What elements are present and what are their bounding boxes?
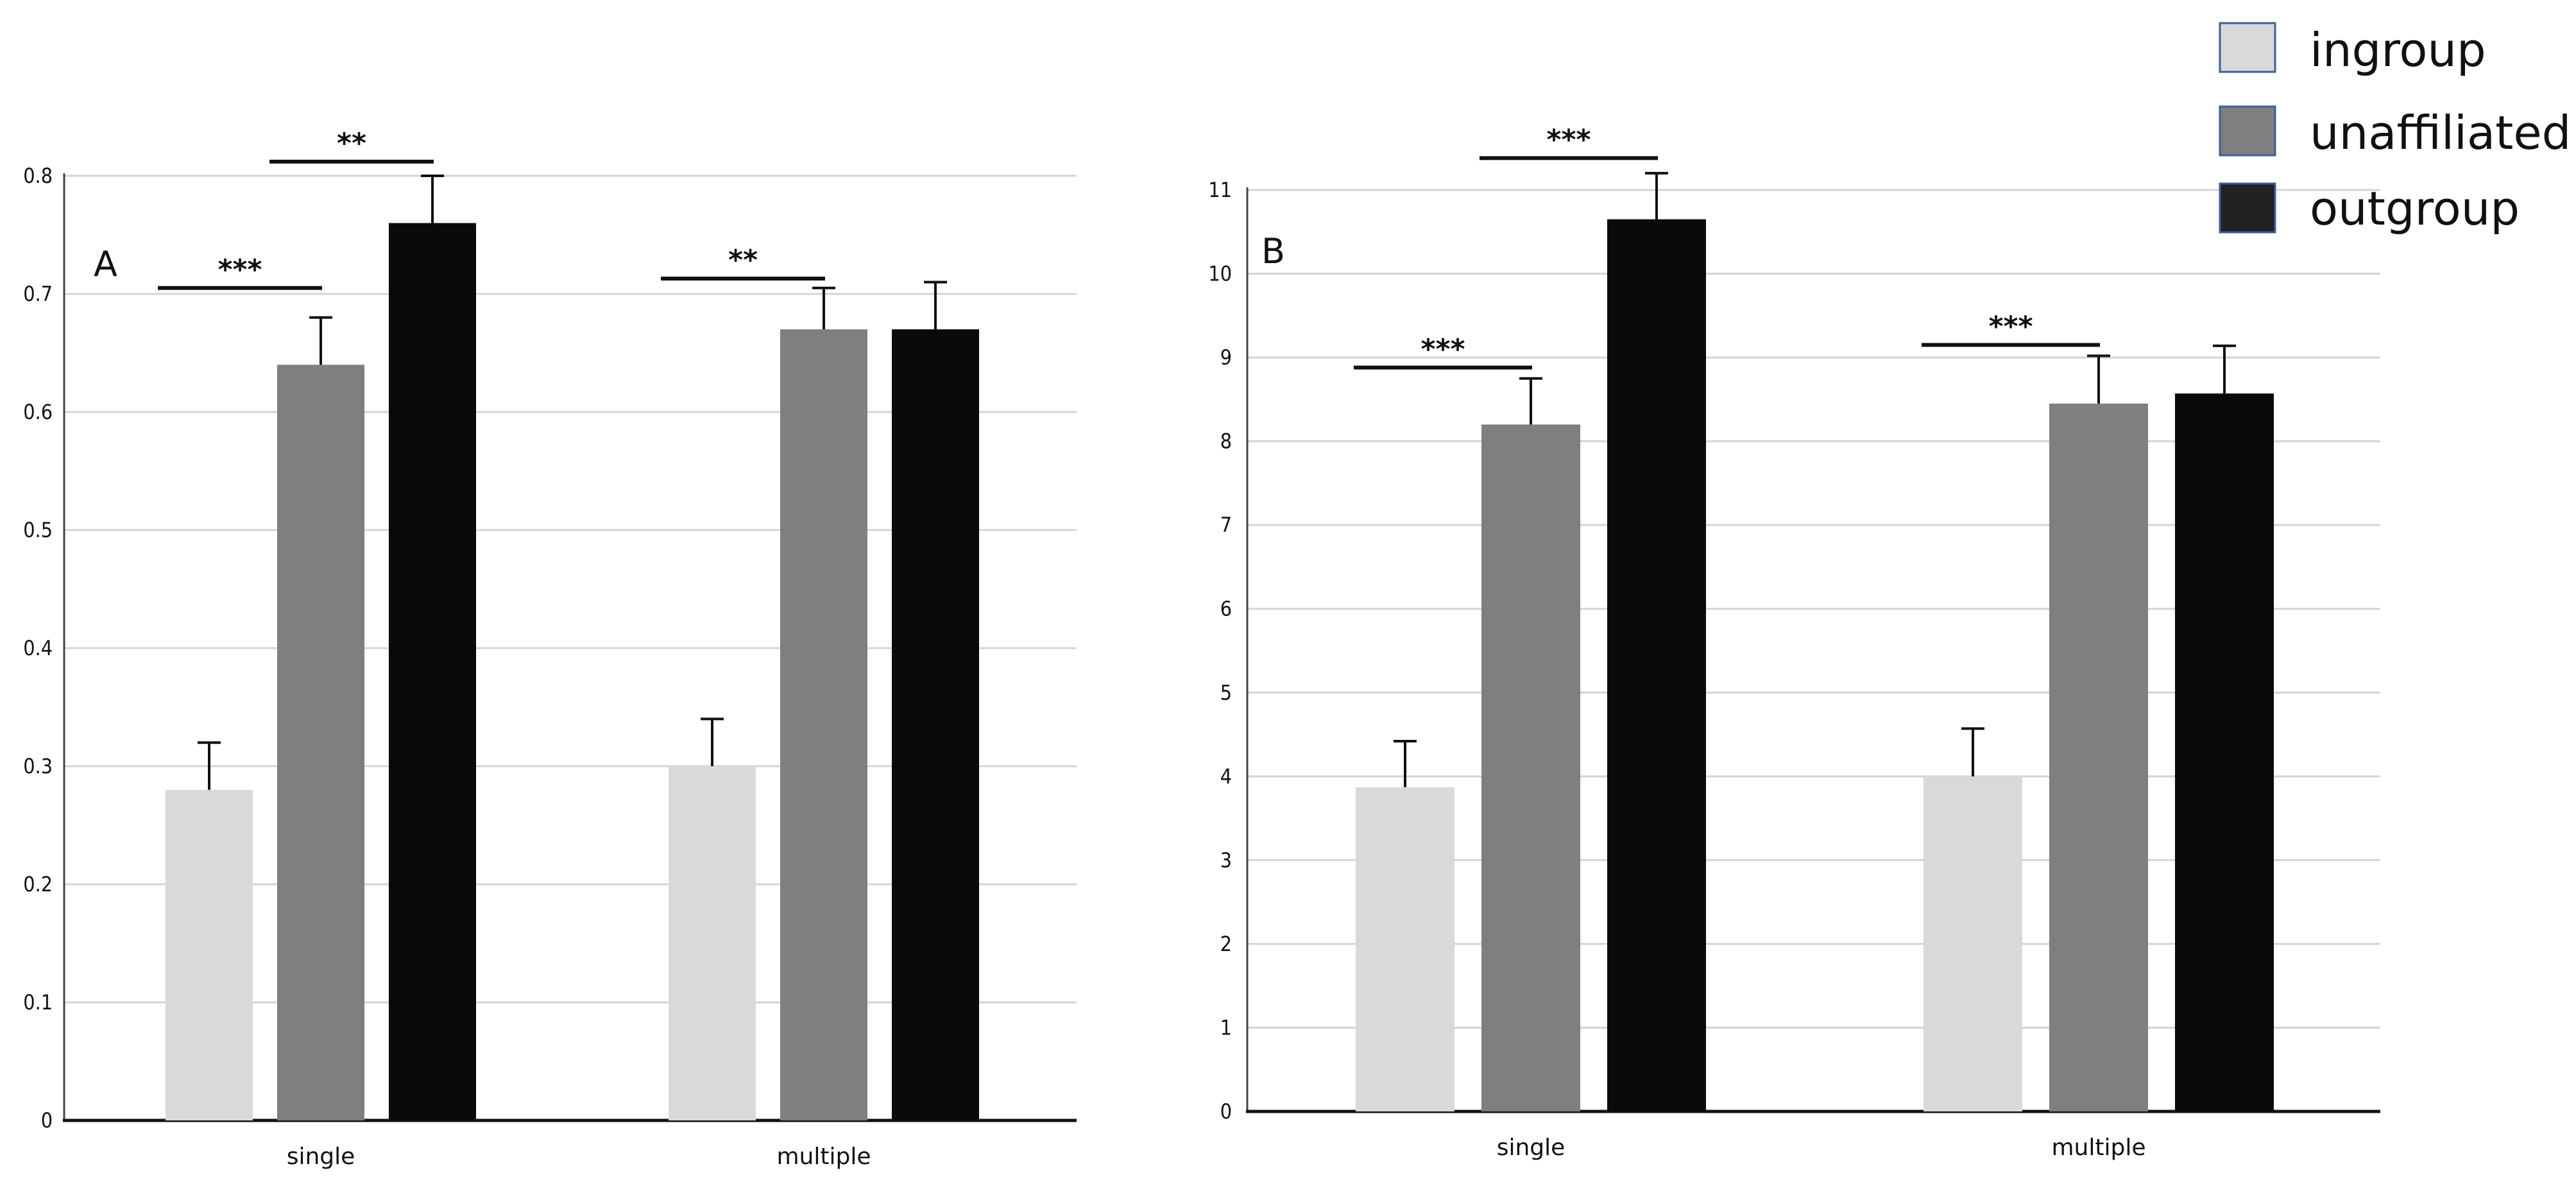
bar-unaffiliated-multiple — [2049, 403, 2148, 1112]
y-tick-label: 2 — [1220, 932, 1232, 956]
legend-label-unaffiliated: unaffiliated — [2310, 106, 2571, 160]
y-tick-label: 4 — [1220, 764, 1232, 789]
y-tick-label: 0.5 — [23, 518, 53, 542]
panel-label: B — [1261, 231, 1285, 271]
y-tick-label: 6 — [1220, 597, 1232, 621]
bar-outgroup-multiple — [2175, 393, 2274, 1111]
y-tick-label: 0.6 — [23, 400, 53, 424]
significance-label: *** — [1988, 311, 2033, 343]
legend-label-outgroup: outgroup — [2310, 182, 2520, 236]
y-tick-label: 0.2 — [23, 872, 53, 896]
x-tick-label-single: single — [287, 1144, 355, 1170]
y-tick-label: 7 — [1220, 513, 1232, 537]
chart-panel-b: 0 1 2 3 4 5 6 7 8 9 10 11 single multiple *** *** *** B — [1208, 123, 2380, 1161]
x-tick-label-multiple: multiple — [2051, 1135, 2145, 1161]
y-tick-label: 1 — [1220, 1015, 1232, 1040]
bar-unaffiliated-single — [1481, 424, 1580, 1111]
y-tick-label: 0.8 — [23, 164, 53, 188]
significance-label: *** — [1420, 333, 1465, 366]
bar-ingroup-single — [1356, 787, 1454, 1111]
significance-label: ** — [728, 244, 758, 277]
legend: ingroup unaffiliated outgroup — [2219, 22, 2571, 236]
x-tick-label-single: single — [1497, 1135, 1565, 1161]
legend-swatch-ingroup — [2219, 22, 2276, 73]
y-tick-label: 0.7 — [23, 282, 53, 306]
bar-outgroup-multiple — [892, 329, 979, 1121]
y-tick-label: 0 — [41, 1108, 53, 1133]
y-tick-label: 11 — [1208, 178, 1232, 202]
significance-label: ** — [337, 127, 366, 160]
x-tick-label-multiple: multiple — [776, 1144, 871, 1170]
bar-unaffiliated-multiple — [780, 329, 867, 1121]
bar-ingroup-single — [166, 789, 253, 1120]
legend-label-ingroup: ingroup — [2310, 23, 2486, 77]
y-tick-label: 0.4 — [23, 636, 53, 660]
bar-ingroup-multiple — [1923, 776, 2022, 1111]
y-tick-label: 10 — [1208, 262, 1232, 286]
y-tick-label: 0 — [1220, 1099, 1232, 1124]
legend-swatch-unaffiliated — [2219, 105, 2276, 157]
bar-outgroup-single — [1607, 219, 1706, 1111]
significance-label: *** — [1546, 123, 1591, 156]
legend-swatch-outgroup — [2219, 182, 2276, 234]
chart-panel-a: 0 0.1 0.2 0.3 0.4 0.5 0.6 0.7 0.8 single multiple *… — [23, 127, 1077, 1170]
y-tick-label: 0.1 — [23, 990, 53, 1015]
y-tick-label: 5 — [1220, 680, 1232, 705]
bar-outgroup-single — [389, 223, 476, 1121]
y-tick-label: 8 — [1220, 429, 1232, 454]
y-tick-label: 9 — [1220, 345, 1232, 370]
panel-label: A — [94, 244, 117, 284]
bar-unaffiliated-single — [277, 364, 364, 1120]
y-tick-label: 3 — [1220, 848, 1232, 872]
y-tick-label: 0.3 — [23, 754, 53, 778]
significance-label: *** — [218, 253, 262, 286]
bar-ingroup-multiple — [669, 766, 756, 1120]
